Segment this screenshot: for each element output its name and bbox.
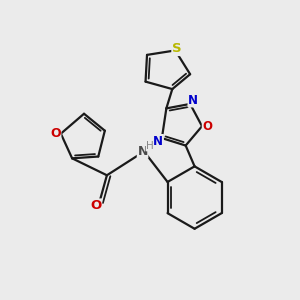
Text: N: N: [188, 94, 198, 107]
Text: H: H: [146, 141, 154, 151]
Text: N: N: [153, 135, 163, 148]
Text: S: S: [172, 42, 182, 56]
Text: O: O: [50, 127, 61, 140]
Text: O: O: [90, 199, 101, 212]
Text: O: O: [202, 120, 212, 133]
Text: N: N: [137, 145, 148, 158]
